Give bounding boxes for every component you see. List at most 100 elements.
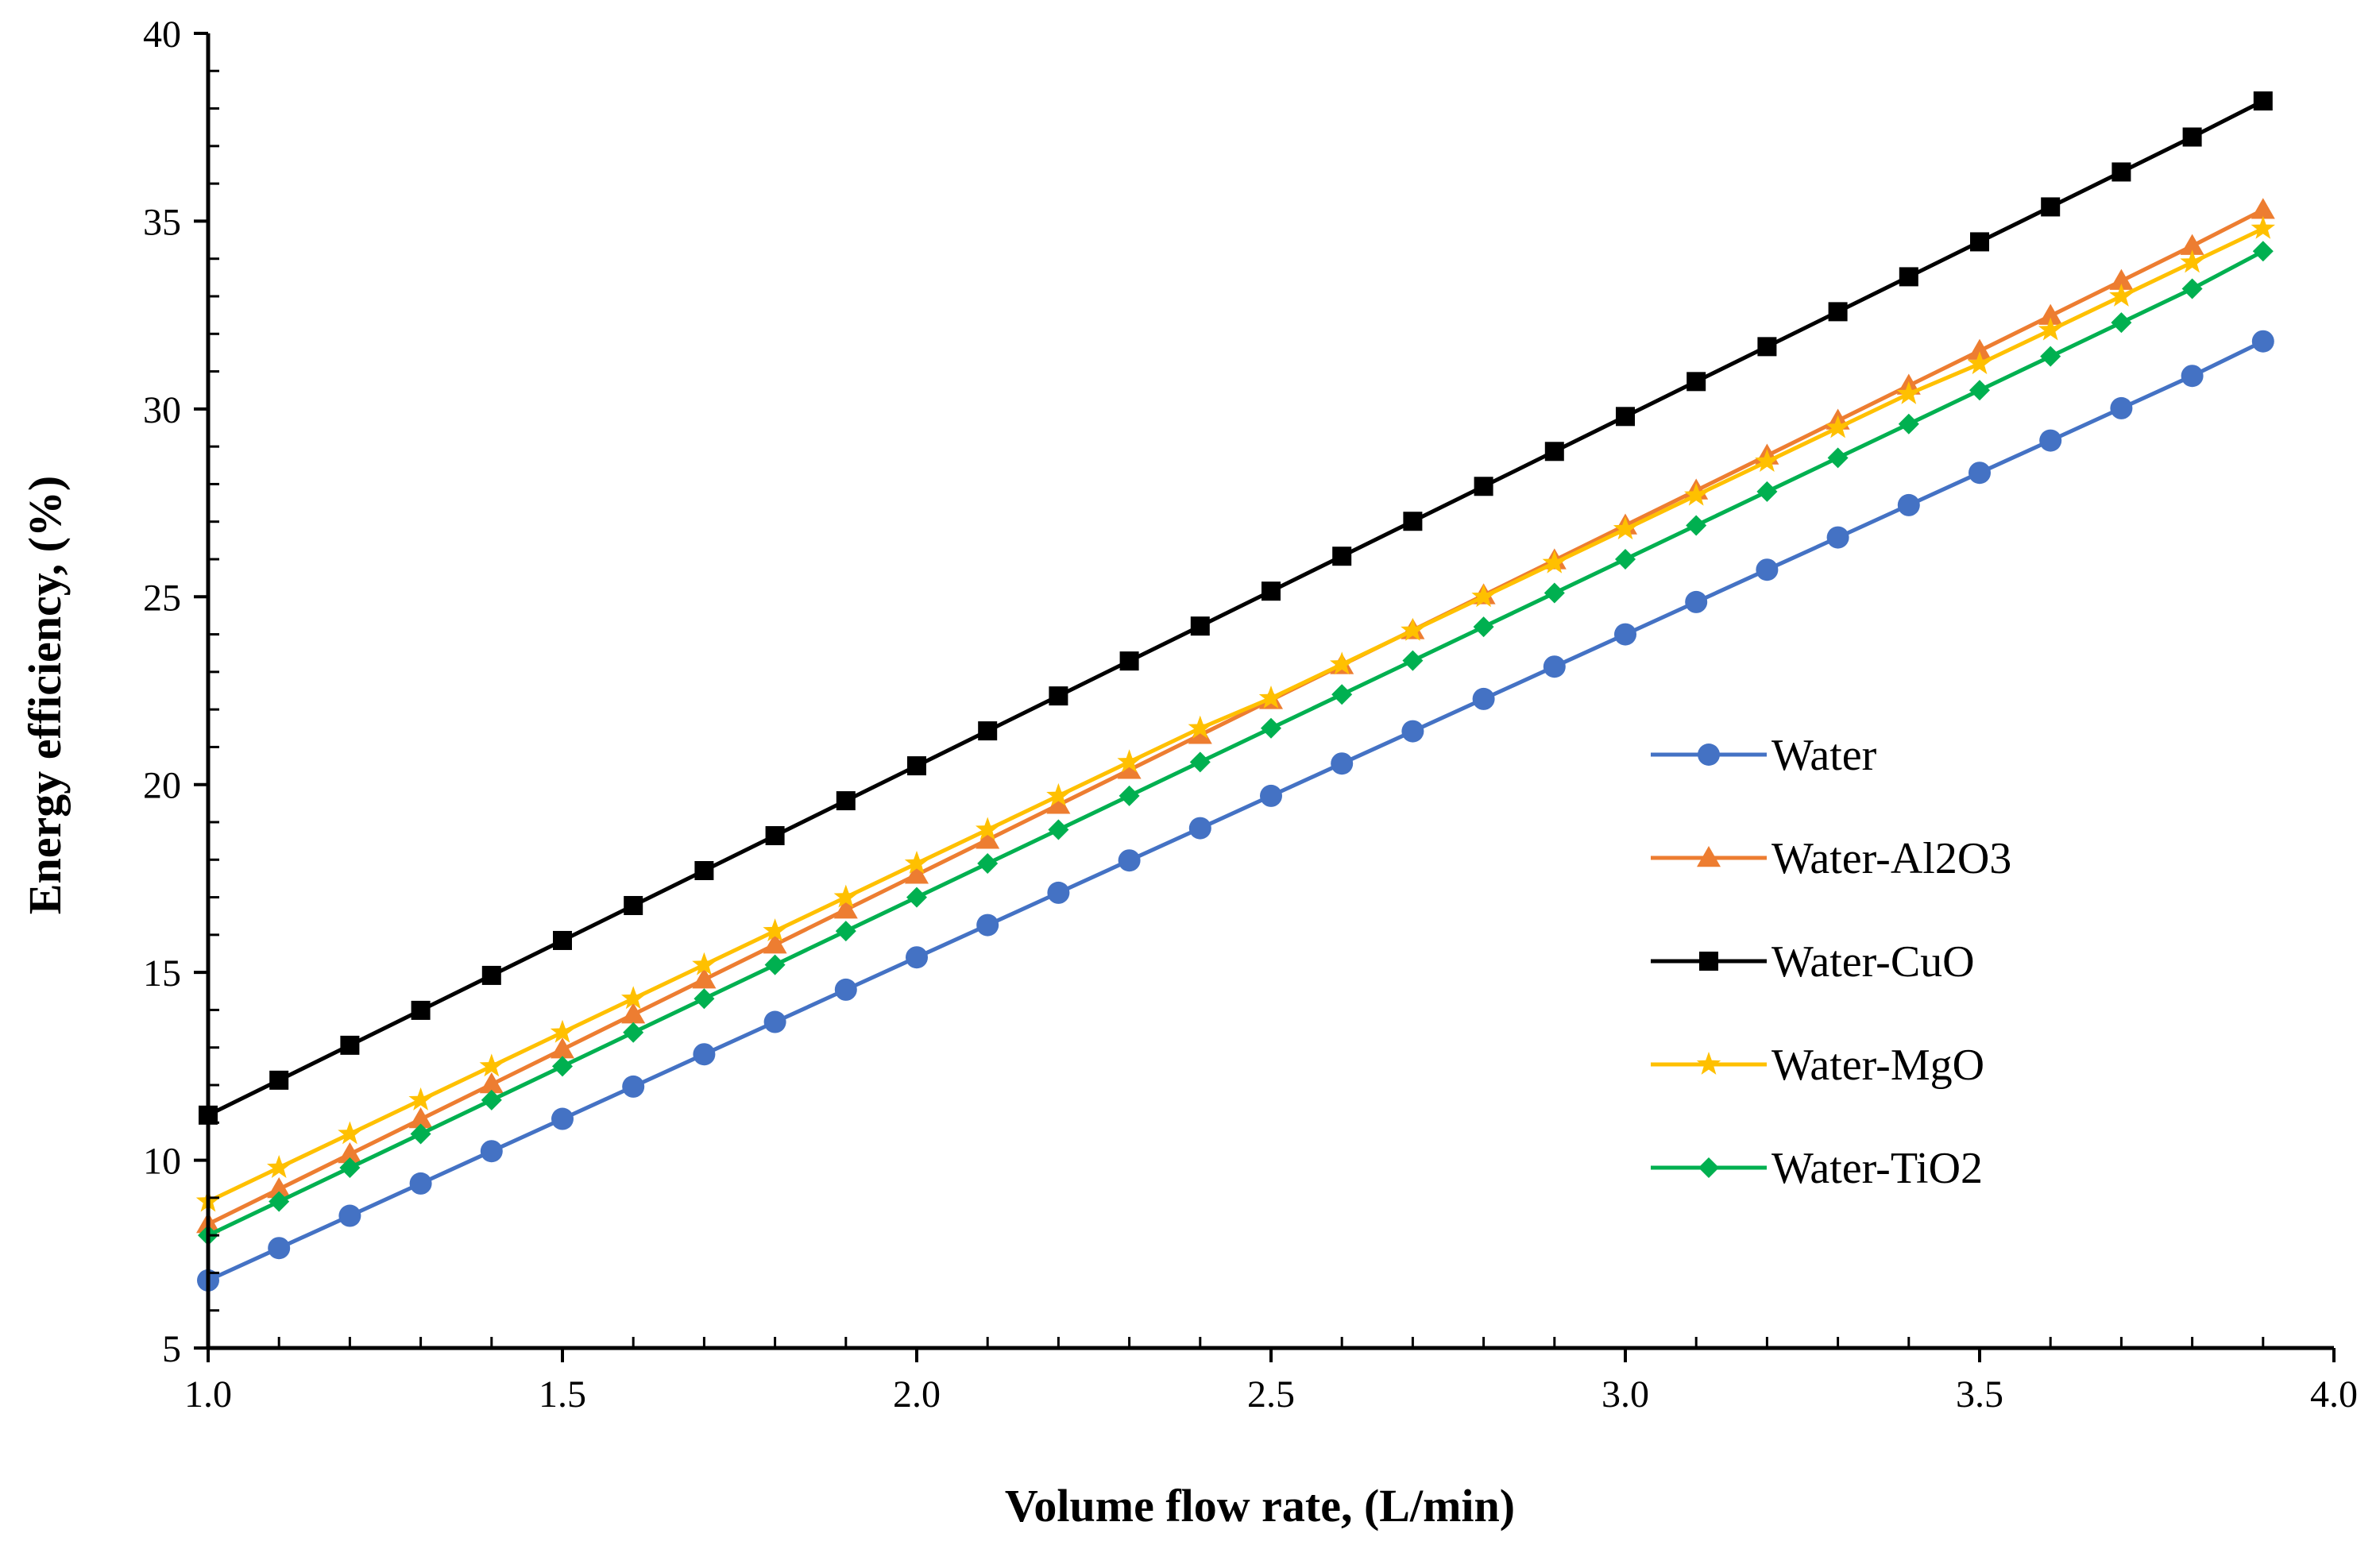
data-point: [1613, 516, 1638, 540]
data-point: [692, 968, 717, 989]
data-point: [551, 1107, 574, 1130]
x-tick-label: 1.0: [184, 1373, 232, 1416]
axes-layer: 5 10 15 20 25 30 35 40 1.0 1.5 2.0 2.5 3.0 3.5 4.0: [143, 14, 2358, 1416]
legend-label: Water-CuO: [1771, 937, 1975, 987]
data-point: [1117, 749, 1142, 773]
data-point: [1898, 413, 1919, 435]
data-point: [1473, 616, 1494, 638]
data-point: [268, 1237, 291, 1260]
data-point: [410, 1123, 431, 1145]
data-point: [905, 863, 929, 884]
data-point: [904, 851, 929, 874]
data-point: [1828, 302, 1848, 322]
data-point: [338, 1121, 362, 1145]
data-point: [1471, 584, 1496, 608]
x-tick-label: 3.0: [1601, 1373, 1649, 1416]
data-point: [1401, 720, 1424, 743]
data-point: [1757, 337, 1777, 357]
y-axis-title: Energy efficiency, (%): [19, 476, 71, 914]
data-point: [552, 1056, 573, 1077]
data-point: [1401, 617, 1425, 641]
y-tick-label: 20: [143, 765, 181, 807]
legend-item: Water: [1651, 731, 1877, 780]
data-point: [1616, 407, 1635, 427]
legend-label: Water-Al2O3: [1771, 834, 2011, 883]
data-point: [1258, 686, 1284, 709]
data-point: [623, 1022, 644, 1043]
series-layer: [195, 91, 2275, 1292]
data-point: [1756, 481, 1778, 502]
data-point: [267, 1155, 292, 1178]
x-tick-label: 4.0: [2310, 1373, 2358, 1416]
series-water-tio2: [198, 241, 2274, 1246]
data-point: [2251, 330, 2274, 353]
data-point: [2109, 268, 2134, 290]
data-point: [1896, 380, 1921, 404]
legend-marker: [1699, 952, 1718, 971]
legend-label: Water-TiO2: [1771, 1144, 1983, 1193]
legend-item: Water-Al2O3: [1651, 834, 2011, 883]
data-point: [2111, 162, 2131, 182]
data-point: [763, 933, 787, 954]
data-point: [1117, 758, 1142, 779]
data-point: [479, 1072, 504, 1094]
data-point: [2039, 429, 2062, 452]
data-point: [2038, 303, 2063, 325]
data-point: [2180, 249, 2204, 273]
data-point: [408, 1107, 433, 1129]
y-tick-label: 15: [143, 952, 181, 995]
data-point: [2253, 91, 2273, 111]
data-point: [1472, 687, 1495, 710]
data-point: [2181, 278, 2203, 299]
data-point: [1969, 462, 1991, 485]
data-point: [411, 1000, 431, 1020]
data-point: [1826, 526, 1849, 549]
data-point: [1260, 784, 1282, 807]
data-point: [1897, 493, 1920, 516]
series-line: [207, 226, 2264, 1203]
data-point: [479, 1053, 504, 1077]
data-point: [338, 1204, 361, 1227]
data-point: [1756, 558, 1779, 581]
data-point: [1403, 512, 1423, 531]
data-point: [339, 1157, 361, 1179]
x-axis-title: Volume flow rate, (L/min): [1005, 1480, 1515, 1531]
data-point: [2251, 215, 2275, 239]
data-point: [978, 721, 998, 741]
data-point: [693, 1043, 716, 1066]
data-point: [1331, 684, 1353, 705]
data-point: [764, 954, 786, 975]
data-point: [2109, 284, 2134, 307]
data-point: [1755, 449, 1779, 472]
data-point: [1190, 616, 1210, 636]
data-point: [621, 1002, 646, 1024]
data-point: [267, 1176, 292, 1199]
data-point: [2038, 317, 2063, 341]
legend-marker: [1697, 846, 1721, 867]
data-point: [2040, 346, 2061, 367]
data-point: [2181, 365, 2204, 388]
data-point: [1331, 752, 1354, 775]
data-point: [1685, 590, 1708, 613]
data-point: [1332, 547, 1352, 566]
legend-marker: [1698, 1157, 1719, 1178]
data-point: [1969, 380, 1990, 401]
x-tick-label: 1.5: [539, 1373, 586, 1416]
data-point: [1189, 751, 1211, 773]
data-point: [977, 853, 999, 875]
legend-item: Water-MgO: [1651, 1041, 1984, 1090]
data-point: [1188, 715, 1212, 739]
y-tick-label: 5: [162, 1328, 181, 1370]
data-point: [2251, 198, 2275, 219]
legend-label: Water-MgO: [1771, 1041, 1984, 1090]
data-point: [1261, 581, 1281, 601]
series-line: [207, 339, 2264, 1283]
data-point: [1474, 477, 1493, 496]
data-point: [553, 930, 572, 950]
data-point: [550, 1019, 575, 1043]
legend-label: Water: [1771, 731, 1877, 780]
data-point: [480, 1140, 503, 1163]
data-point: [1046, 782, 1071, 806]
